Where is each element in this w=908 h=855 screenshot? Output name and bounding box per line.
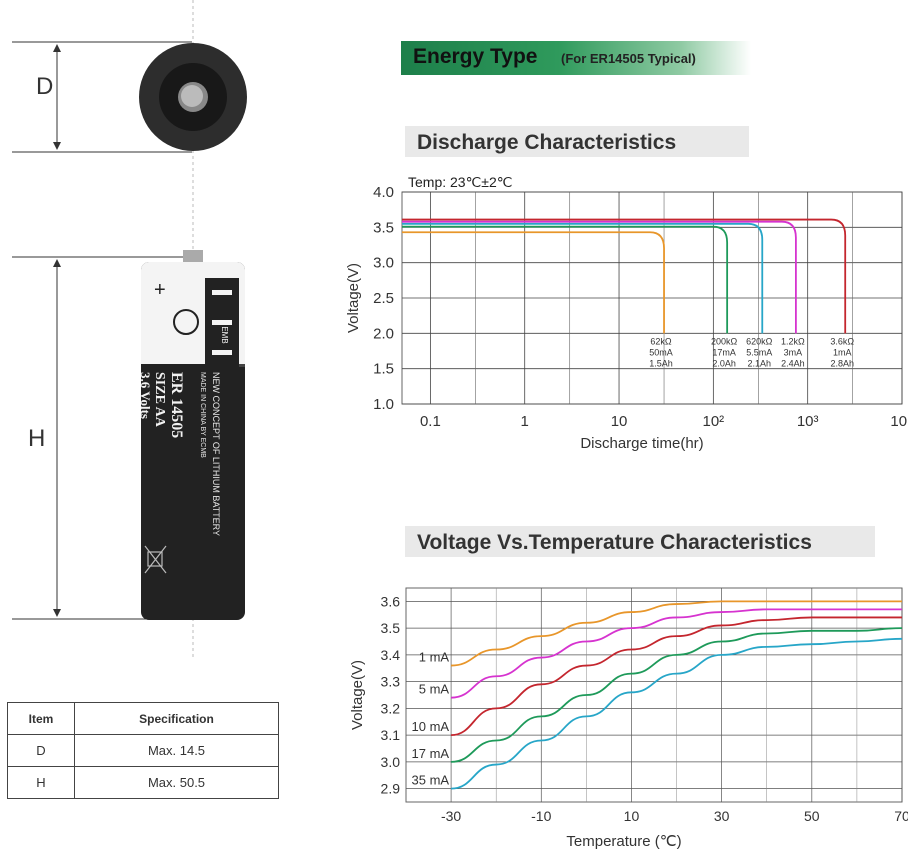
discharge-xtick-label: 1 (521, 413, 529, 430)
temperature-ytick-label: 3.2 (381, 700, 401, 716)
battery-terminal (183, 250, 203, 264)
temperature-ytick-label: 2.9 (381, 781, 401, 797)
temperature-xtick-label: 10 (624, 808, 640, 824)
discharge-xtick-label: 10³ (797, 413, 819, 430)
temperature-series-label: 10 mA (412, 719, 450, 734)
discharge-ytick-label: 3.0 (373, 255, 394, 272)
discharge-series-label: 3.6kΩ (830, 336, 854, 346)
discharge-yaxis-label: Voltage(V) (345, 263, 362, 333)
temperature-xtick-label: 30 (714, 808, 730, 824)
discharge-ytick-label: 2.5 (373, 290, 394, 307)
energy-type-title: Energy Type (413, 45, 538, 68)
discharge-series-label: 2.8Ah (830, 358, 854, 368)
discharge-ytick-label: 2.0 (373, 325, 394, 342)
discharge-series-label: 2.0Ah (712, 358, 736, 368)
discharge-ytick-label: 3.5 (373, 219, 394, 236)
temperature-xtick-label: 50 (804, 808, 820, 824)
d-arrow-up-icon (53, 44, 61, 52)
h-arrow-up-icon (53, 259, 61, 267)
battery-volt-text: 3.6 Volts (138, 372, 153, 419)
temperature-yaxis-label: Voltage(V) (349, 660, 366, 730)
temperature-series-label: 1 mA (419, 650, 450, 665)
discharge-series-label: 200kΩ (711, 336, 738, 346)
discharge-series-label: 620kΩ (746, 336, 773, 346)
temperature-xaxis-label: Temperature (℃) (566, 833, 681, 850)
discharge-series-line (402, 225, 729, 334)
battery-concept-text: NEW CONCEPT OF LITHIUM BATTERY (211, 372, 221, 536)
battery-logo-text: EMB (220, 326, 229, 343)
discharge-series-label: 2.4Ah (781, 358, 805, 368)
discharge-chart-subtitle: Temp: 23℃±2℃ (408, 174, 513, 190)
discharge-series-label: 1.5Ah (649, 358, 673, 368)
temperature-series-line (451, 637, 903, 790)
temperature-chart-title: Voltage Vs.Temperature Characteristics (417, 531, 812, 554)
discharge-series-line (402, 220, 797, 334)
temperature-ytick-label: 3.3 (381, 674, 401, 690)
h-arrow-down-icon (53, 609, 61, 617)
d-arrow-down-icon (53, 142, 61, 150)
discharge-series-line (402, 231, 665, 334)
discharge-plot-frame (401, 191, 903, 405)
temperature-ytick-label: 3.0 (381, 754, 401, 770)
discharge-xtick-label: 10⁴ (890, 413, 908, 430)
discharge-xtick-label: 0.1 (420, 413, 441, 430)
temperature-series-line (451, 608, 902, 699)
discharge-series-label: 62kΩ (650, 336, 672, 346)
discharge-xaxis-label: Discharge time(hr) (580, 435, 703, 452)
spec-table: Item Specification D Max. 14.5 H Max. 50… (7, 702, 279, 799)
discharge-series-label: 2.1Ah (747, 358, 771, 368)
discharge-series-label: 50mA (649, 347, 673, 357)
h-label: H (28, 425, 45, 452)
temperature-ytick-label: 3.6 (381, 593, 401, 609)
battery-polarity: + (154, 279, 166, 301)
table-cell-spec: Max. 14.5 (74, 734, 279, 767)
discharge-chart-title: Discharge Characteristics (417, 131, 677, 154)
table-cell-item: D (7, 734, 75, 767)
discharge-xtick-label: 10² (703, 413, 725, 430)
temperature-xtick-label: -10 (531, 808, 551, 824)
table-header-item: Item (7, 702, 75, 735)
table-row: D Max. 14.5 (7, 734, 279, 767)
temperature-chart-title-banner: Voltage Vs.Temperature Characteristics (405, 526, 875, 557)
energy-type-banner: Energy Type (For ER14505 Typical) (401, 41, 751, 75)
energy-type-subtitle: (For ER14505 Typical) (561, 51, 696, 66)
discharge-series-line (402, 218, 847, 334)
battery-model-text: ER 14505 (168, 372, 185, 438)
discharge-series-label: 1.2kΩ (781, 336, 805, 346)
temperature-xtick-label: 70 (894, 808, 908, 824)
discharge-series-line (402, 222, 764, 334)
discharge-chart-title-banner: Discharge Characteristics (405, 126, 749, 157)
table-header-row: Item Specification (7, 702, 279, 735)
temperature-plot-frame (405, 587, 903, 803)
discharge-xtick-label: 10 (611, 413, 628, 430)
discharge-ytick-label: 4.0 (373, 184, 394, 201)
battery-illustration: D H + ER 14505 SIZE AA 3.6 Volts MADE IN… (12, 0, 247, 660)
discharge-series-label: 5.5mA (746, 347, 772, 357)
recycle-bin-icon (144, 545, 167, 574)
table-header-spec: Specification (74, 702, 279, 735)
table-cell-item: H (7, 766, 75, 799)
discharge-series-label: 17mA (712, 347, 736, 357)
battery-made-text: MADE IN CHINA BY ECMB (199, 372, 206, 458)
ul-mark-icon (173, 309, 199, 335)
d-label: D (36, 73, 53, 100)
temperature-ytick-label: 3.5 (381, 620, 401, 636)
battery-size-text: SIZE AA (152, 372, 167, 428)
temperature-series-label: 5 mA (419, 682, 450, 697)
table-cell-spec: Max. 50.5 (74, 766, 279, 799)
table-row: H Max. 50.5 (7, 766, 279, 799)
temperature-series-line (451, 600, 902, 667)
temperature-series-label: 17 mA (412, 746, 450, 761)
temperature-series-label: 35 mA (412, 773, 450, 788)
discharge-ytick-label: 1.0 (373, 396, 394, 413)
temperature-series-line (451, 627, 903, 763)
discharge-series-label: 1mA (833, 347, 852, 357)
discharge-series-label: 3mA (784, 347, 803, 357)
discharge-ytick-label: 1.5 (373, 361, 394, 378)
temperature-xtick-label: -30 (441, 808, 461, 824)
temperature-ytick-label: 3.1 (381, 727, 401, 743)
temperature-ytick-label: 3.4 (381, 647, 401, 663)
temperature-series-line (451, 616, 902, 737)
